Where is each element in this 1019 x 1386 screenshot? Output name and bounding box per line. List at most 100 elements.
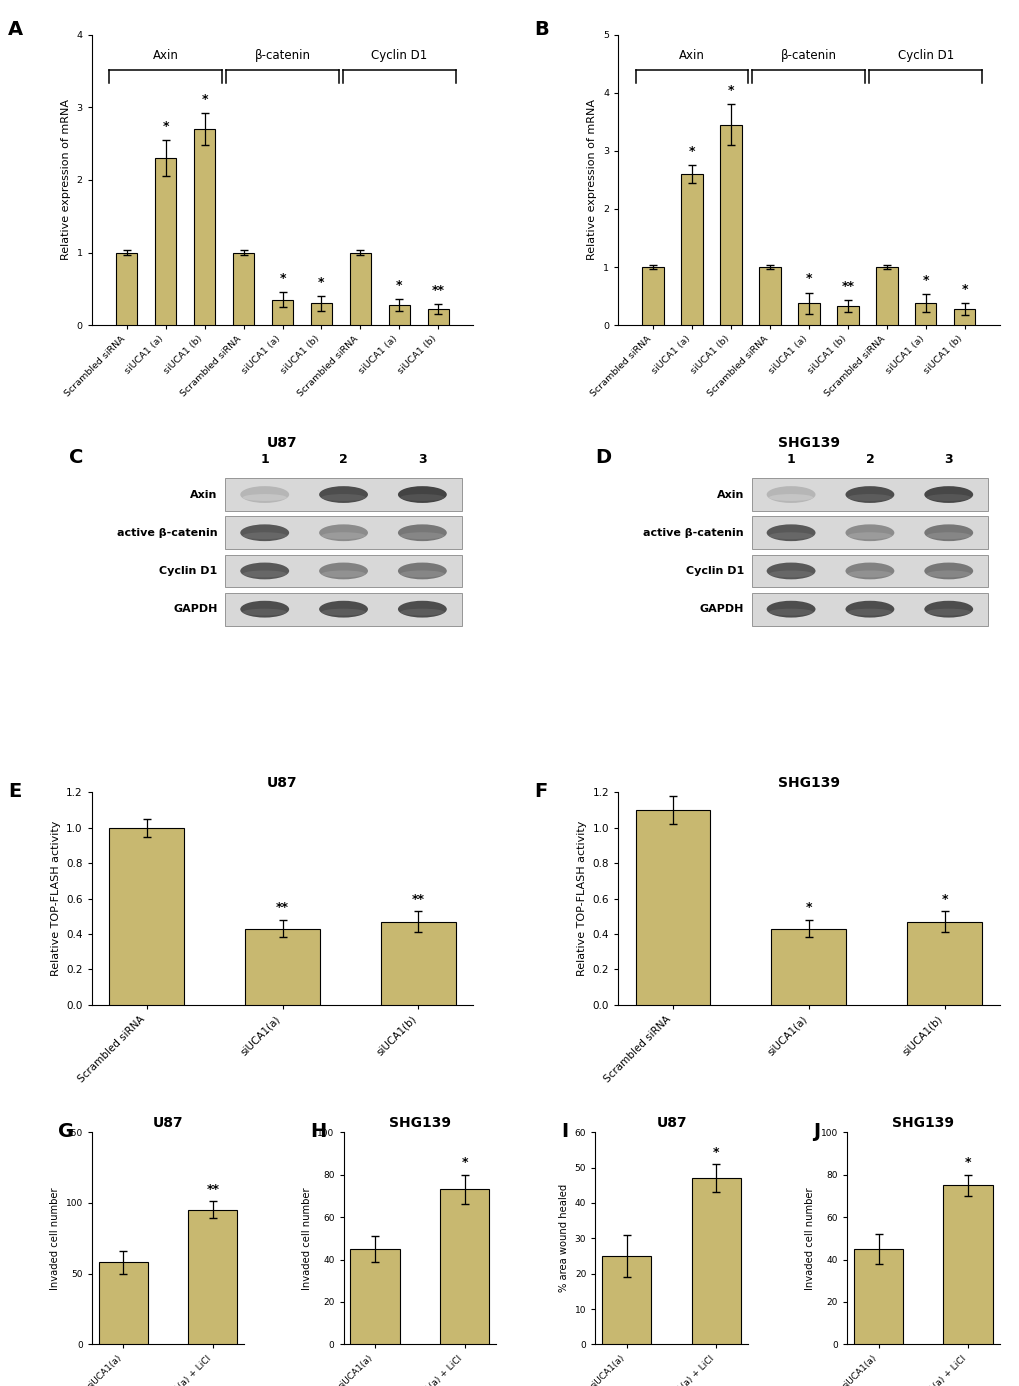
Text: Axin: Axin [716, 489, 743, 499]
Text: *: * [712, 1146, 718, 1159]
Ellipse shape [397, 486, 446, 503]
Text: **: ** [431, 284, 444, 297]
Text: *: * [727, 85, 734, 97]
Ellipse shape [240, 600, 288, 618]
Bar [751, 554, 987, 588]
Text: *: * [921, 274, 928, 287]
Bar [642, 267, 663, 326]
Title: SHG139: SHG139 [777, 776, 839, 790]
Text: *: * [201, 93, 208, 105]
Ellipse shape [845, 524, 894, 541]
Ellipse shape [768, 571, 812, 578]
Title: SHG139: SHG139 [777, 437, 839, 450]
Bar [914, 304, 935, 326]
Title: U87: U87 [655, 1116, 686, 1130]
Ellipse shape [768, 608, 812, 615]
Bar [691, 1178, 740, 1344]
Text: 3: 3 [418, 453, 426, 467]
Text: *: * [805, 901, 811, 915]
Text: B: B [534, 21, 548, 39]
Ellipse shape [400, 608, 444, 615]
Ellipse shape [766, 563, 815, 579]
Ellipse shape [240, 563, 288, 579]
Text: 2: 2 [339, 453, 347, 467]
Ellipse shape [321, 608, 365, 615]
Bar [907, 922, 981, 1005]
Title: SHG139: SHG139 [892, 1116, 954, 1130]
Text: *: * [395, 279, 403, 291]
Bar [770, 929, 846, 1005]
Ellipse shape [845, 486, 894, 503]
Text: **: ** [276, 901, 288, 915]
Text: GAPDH: GAPDH [173, 604, 217, 614]
Bar [245, 929, 320, 1005]
Y-axis label: Relative expression of mRNA: Relative expression of mRNA [61, 100, 71, 261]
Text: *: * [805, 272, 811, 286]
Bar [853, 1249, 902, 1344]
Bar [109, 827, 183, 1005]
Bar [99, 1263, 148, 1344]
Ellipse shape [926, 493, 970, 500]
Ellipse shape [319, 563, 368, 579]
Text: **: ** [412, 893, 425, 905]
Text: A: A [8, 21, 23, 39]
Ellipse shape [845, 600, 894, 618]
Bar [225, 517, 462, 549]
Text: H: H [310, 1121, 326, 1141]
Ellipse shape [768, 532, 812, 539]
Text: Axin: Axin [153, 50, 178, 62]
Ellipse shape [768, 493, 812, 500]
Text: active β-catenin: active β-catenin [117, 528, 217, 538]
Ellipse shape [319, 524, 368, 541]
Bar [751, 517, 987, 549]
Text: F: F [534, 782, 547, 801]
Y-axis label: Relative expression of mRNA: Relative expression of mRNA [587, 100, 597, 261]
Ellipse shape [400, 532, 444, 539]
Y-axis label: % area wound healed: % area wound healed [558, 1184, 569, 1292]
Bar [943, 1185, 991, 1344]
Ellipse shape [926, 571, 970, 578]
Text: *: * [961, 283, 967, 295]
Ellipse shape [321, 571, 365, 578]
Bar [381, 922, 455, 1005]
Bar [758, 267, 780, 326]
Bar [427, 309, 448, 326]
Bar [751, 478, 987, 511]
Ellipse shape [766, 600, 815, 618]
Title: SHG139: SHG139 [388, 1116, 450, 1130]
Bar [225, 593, 462, 625]
Bar [155, 158, 176, 326]
Text: D: D [595, 449, 610, 467]
Bar [953, 309, 974, 326]
Bar [232, 252, 254, 326]
Ellipse shape [847, 571, 891, 578]
Bar [388, 305, 410, 326]
Bar [350, 252, 371, 326]
Text: active β-catenin: active β-catenin [643, 528, 743, 538]
Bar [681, 175, 702, 326]
Text: *: * [461, 1156, 468, 1170]
Ellipse shape [243, 493, 286, 500]
Ellipse shape [766, 486, 815, 503]
Text: 1: 1 [260, 453, 269, 467]
Bar [798, 304, 819, 326]
Ellipse shape [926, 608, 970, 615]
Text: G: G [58, 1121, 74, 1141]
Text: *: * [941, 893, 948, 905]
Bar [439, 1189, 489, 1344]
Text: Axin: Axin [679, 50, 704, 62]
Bar [837, 306, 858, 326]
Ellipse shape [923, 563, 972, 579]
Text: 2: 2 [865, 453, 873, 467]
Bar [189, 1210, 237, 1344]
Text: Cyclin D1: Cyclin D1 [371, 50, 427, 62]
Text: Cyclin D1: Cyclin D1 [159, 565, 217, 577]
Ellipse shape [766, 524, 815, 541]
Y-axis label: Invaded cell number: Invaded cell number [804, 1186, 814, 1289]
Y-axis label: Invaded cell number: Invaded cell number [302, 1186, 312, 1289]
Ellipse shape [319, 600, 368, 618]
Text: Cyclin D1: Cyclin D1 [685, 565, 743, 577]
Text: E: E [8, 782, 21, 801]
Bar [116, 252, 138, 326]
Ellipse shape [845, 563, 894, 579]
